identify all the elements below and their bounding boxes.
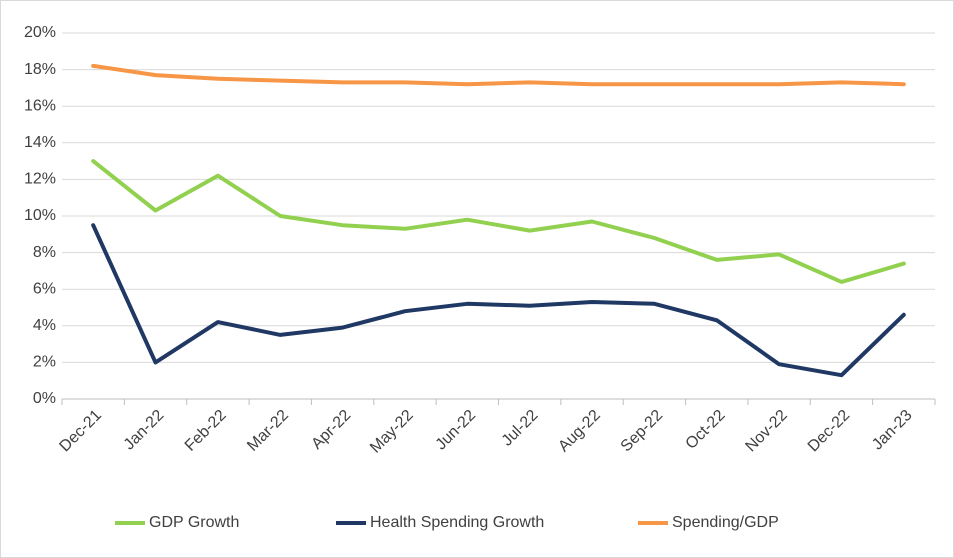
series-line [91, 159, 906, 284]
y-tick-label: 4% [33, 317, 56, 334]
y-tick-label: 6% [33, 280, 56, 297]
series-line [91, 223, 906, 378]
y-tick-label: 2% [33, 354, 56, 371]
legend-label: GDP Growth [149, 514, 239, 531]
y-tick-label: 14% [24, 134, 56, 151]
series-line [91, 63, 906, 87]
y-tick-label: 8% [33, 244, 56, 261]
y-tick-label: 20% [24, 24, 56, 41]
legend-label: Health Spending Growth [370, 514, 544, 531]
y-tick-label: 12% [24, 171, 56, 188]
legend-label: Spending/GDP [672, 514, 779, 531]
y-tick-label: 0% [33, 390, 56, 407]
y-tick-label: 18% [24, 61, 56, 78]
y-tick-label: 10% [24, 207, 56, 224]
y-tick-label: 16% [24, 97, 56, 114]
